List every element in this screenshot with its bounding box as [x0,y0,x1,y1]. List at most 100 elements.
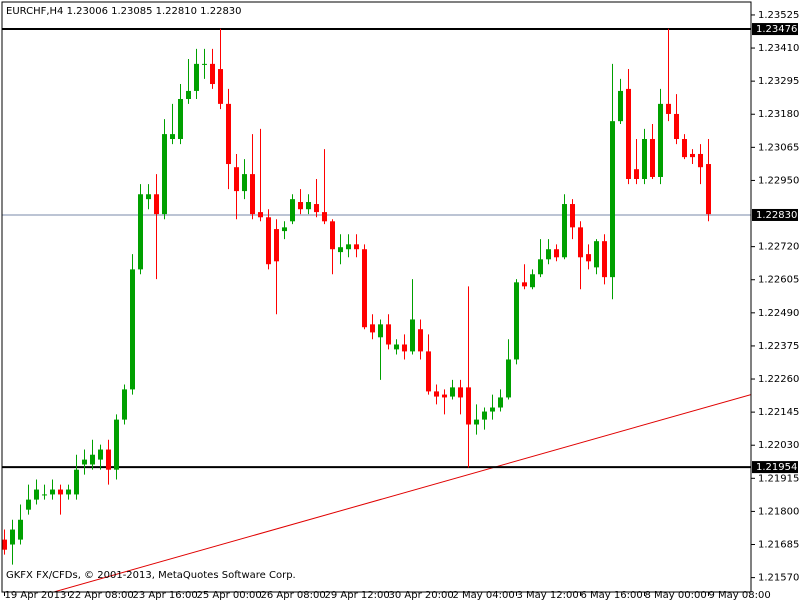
candle-body [178,98,183,139]
candle-body [466,387,471,425]
y-tick-label: 1.22950 [758,175,799,186]
candle-body [122,389,127,420]
candle-body [234,167,239,192]
candle-body [50,489,55,495]
x-tick-label: 29 Apr 12:00 [325,590,390,600]
candle-body [258,212,263,218]
candle-body [402,344,407,352]
candle-body [650,138,655,177]
candle-body [394,344,399,350]
candle-body [490,407,495,412]
candle-body [114,419,119,470]
candle-body [610,121,615,278]
y-tick-label: 1.21915 [758,473,799,484]
y-tick-label: 1.23180 [758,109,799,120]
candle-body [2,539,7,550]
y-tick-label: 1.23525 [758,10,799,21]
candle-body [586,254,591,262]
hline-box [752,23,798,36]
candle-body [634,169,639,179]
candle-body [130,269,135,390]
candle-body [594,241,599,268]
candle-body [82,459,87,465]
candle-body [482,411,487,420]
candle-body [370,324,375,333]
y-tick-label: 1.22720 [758,242,799,253]
candle-body [674,113,679,139]
candle-body [570,204,575,228]
current-price-box [752,208,798,221]
candle-body [314,204,319,213]
y-tick-label: 1.22260 [758,374,799,385]
candle-body [538,259,543,275]
candle-body [66,489,71,495]
x-tick-label: 8 May 00:00 [645,590,707,600]
x-tick-label: 9 May 08:00 [709,590,771,600]
candle-body [554,249,559,258]
candle-body [210,63,215,85]
candle-body [666,103,671,114]
candle-body [98,449,103,460]
x-tick-label: 23 Apr 16:00 [133,590,198,600]
candle-body [154,194,159,215]
candle-body [362,249,367,328]
candle-body [442,394,447,398]
candle-body [578,227,583,258]
y-tick-label: 1.22605 [758,275,799,286]
candle-body [34,489,39,500]
candle-body [58,489,63,495]
candle-body [306,202,311,210]
y-tick-label: 1.23295 [758,76,799,87]
candle-body [458,387,463,398]
candle-body [298,202,303,210]
candle-body [450,387,455,397]
x-tick-label: 19 Apr 2013 [5,590,67,600]
candle-body [18,519,23,540]
y-tick-label: 1.21570 [758,573,799,584]
plot-area [2,28,751,592]
candle-body [74,469,79,495]
candle-body [354,244,359,250]
candle-body [386,324,391,345]
candle-body [170,134,175,139]
x-tick-label: 30 Apr 20:00 [389,590,454,600]
y-tick-label: 1.23065 [758,142,799,153]
y-tick-label: 1.22030 [758,440,799,451]
candle-body [266,217,271,265]
footer: GKFX FX/CFDs, © 2001-2013, MetaQuotes So… [6,570,296,581]
candle-body [426,351,431,392]
candle-body [434,391,439,397]
hline-label: 1.23476 [756,24,797,35]
candle-body [346,244,351,250]
x-tick-label: 22 Apr 08:00 [69,590,134,600]
x-tick-label: 3 May 12:00 [517,590,579,600]
candle-body [378,324,383,338]
candle-body [618,90,623,122]
candle-body [562,204,567,258]
candle-body [330,221,335,250]
hline-box [752,461,798,474]
candle-body [682,138,687,158]
y-tick-label: 1.21800 [758,506,799,517]
candle-body [514,282,519,360]
candle-body [42,494,47,496]
candle-body [322,212,327,222]
candle-body [194,63,199,91]
candle-body [162,134,167,215]
y-tick-label: 1.22490 [758,308,799,319]
candle-body [338,247,343,253]
candle-body [474,419,479,425]
candle-body [690,153,695,158]
candle-body [274,229,279,262]
hline-label: 1.21954 [756,462,797,473]
x-tick-label: 25 Apr 00:00 [197,590,262,600]
candle-body [698,153,703,168]
candle-body [90,454,95,465]
candle-body [506,359,511,398]
y-tick-label: 1.22375 [758,341,799,352]
candle-body [418,329,423,352]
candle-body [106,449,111,470]
candle-body [522,282,527,287]
